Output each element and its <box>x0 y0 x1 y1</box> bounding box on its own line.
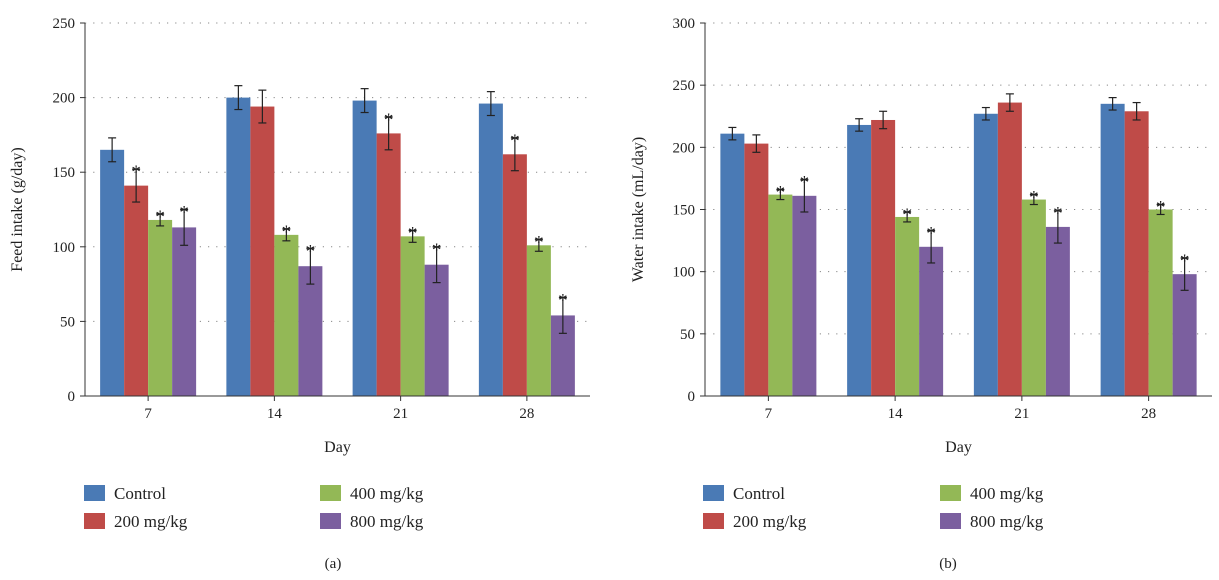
x-tick-label: 28 <box>1141 406 1156 422</box>
water-intake-chart: 0 50 100 150 200 250 300 * * 7 * * 14 * * 21 * * 28 Day Wate… <box>630 16 1212 572</box>
bar <box>997 102 1022 396</box>
y-tick-label: 150 <box>673 203 696 219</box>
bar <box>226 97 251 396</box>
bar <box>376 133 401 396</box>
x-tick-label: 14 <box>267 406 283 422</box>
significance-marker: * <box>558 291 568 312</box>
bar <box>124 185 149 396</box>
legend-label: 400 mg/kg <box>970 484 1044 503</box>
significance-marker: * <box>1053 204 1063 225</box>
legend-label: Control <box>114 484 166 503</box>
legend-swatch <box>703 485 724 501</box>
y-tick-label: 100 <box>53 240 76 256</box>
legend-swatch <box>84 485 105 501</box>
significance-marker: * <box>155 207 165 228</box>
x-tick-label: 7 <box>144 406 152 422</box>
bar <box>847 124 872 396</box>
bar <box>172 227 197 396</box>
bar <box>1021 199 1046 396</box>
y-tick-label: 50 <box>680 327 695 343</box>
x-tick-label: 21 <box>1014 406 1029 422</box>
bar <box>1148 209 1173 396</box>
y-tick-label: 300 <box>673 16 696 32</box>
bar <box>919 246 944 396</box>
bar <box>720 133 745 396</box>
legend-label: Control <box>733 484 785 503</box>
significance-marker: * <box>306 241 316 262</box>
bar <box>250 106 275 396</box>
bar <box>1124 111 1149 396</box>
bar <box>298 266 323 396</box>
significance-marker: * <box>1180 251 1190 272</box>
bar <box>526 245 551 396</box>
bar <box>768 194 793 396</box>
y-tick-label: 150 <box>53 165 76 181</box>
feed-intake-chart: 0 50 100 150 200 250 * * * 7 * * 14 * * * 21 * * * 28 Day Feed… <box>9 16 590 572</box>
panel-label: (a) <box>325 556 342 572</box>
x-tick-label: 7 <box>765 406 773 422</box>
legend-label: 200 mg/kg <box>733 512 807 531</box>
y-tick-label: 0 <box>68 389 76 405</box>
significance-marker: * <box>926 224 936 245</box>
legend-swatch <box>84 513 105 529</box>
significance-marker: * <box>534 232 544 253</box>
y-tick-label: 50 <box>60 314 75 330</box>
significance-marker: * <box>776 183 786 204</box>
significance-marker: * <box>902 205 912 226</box>
legend-swatch <box>940 513 961 529</box>
significance-marker: * <box>1029 188 1039 209</box>
significance-marker: * <box>1156 198 1166 219</box>
x-tick-label: 14 <box>888 406 904 422</box>
panel-label: (b) <box>939 556 957 572</box>
bar <box>400 236 425 396</box>
significance-marker: * <box>384 110 394 131</box>
y-axis-label: Water intake (mL/day) <box>630 137 647 282</box>
legend-swatch <box>940 485 961 501</box>
y-tick-label: 0 <box>688 389 696 405</box>
bar <box>871 119 896 396</box>
significance-marker: * <box>131 162 141 183</box>
bar <box>100 149 125 396</box>
bar <box>792 195 817 396</box>
bar <box>973 113 998 396</box>
bar <box>274 234 299 396</box>
legend-label: 200 mg/kg <box>114 512 188 531</box>
bar <box>424 264 449 396</box>
y-tick-label: 200 <box>53 91 76 107</box>
y-tick-label: 250 <box>673 78 696 94</box>
legend-swatch <box>320 485 341 501</box>
significance-marker: * <box>408 223 418 244</box>
x-tick-label: 28 <box>519 406 534 422</box>
bar <box>148 219 173 396</box>
significance-marker: * <box>800 173 810 194</box>
bar <box>744 143 769 396</box>
bar <box>502 154 527 396</box>
bar <box>1172 274 1197 396</box>
bar <box>478 103 503 397</box>
x-axis-label: Day <box>324 439 351 456</box>
significance-marker: * <box>432 240 442 261</box>
bar <box>895 216 920 396</box>
y-tick-label: 250 <box>53 16 76 32</box>
y-tick-label: 200 <box>673 140 696 156</box>
legend-label: 800 mg/kg <box>970 512 1044 531</box>
bar <box>1045 226 1070 396</box>
significance-marker: * <box>282 222 292 243</box>
significance-marker: * <box>510 131 520 152</box>
x-tick-label: 21 <box>393 406 408 422</box>
legend-swatch <box>703 513 724 529</box>
legend-swatch <box>320 513 341 529</box>
bar <box>352 100 377 397</box>
legend-label: 800 mg/kg <box>350 512 424 531</box>
y-tick-label: 100 <box>673 265 696 281</box>
significance-marker: * <box>179 203 189 224</box>
x-axis-label: Day <box>945 439 972 456</box>
bar <box>1100 103 1125 397</box>
y-axis-label: Feed intake (g/day) <box>9 147 26 271</box>
legend-label: 400 mg/kg <box>350 484 424 503</box>
